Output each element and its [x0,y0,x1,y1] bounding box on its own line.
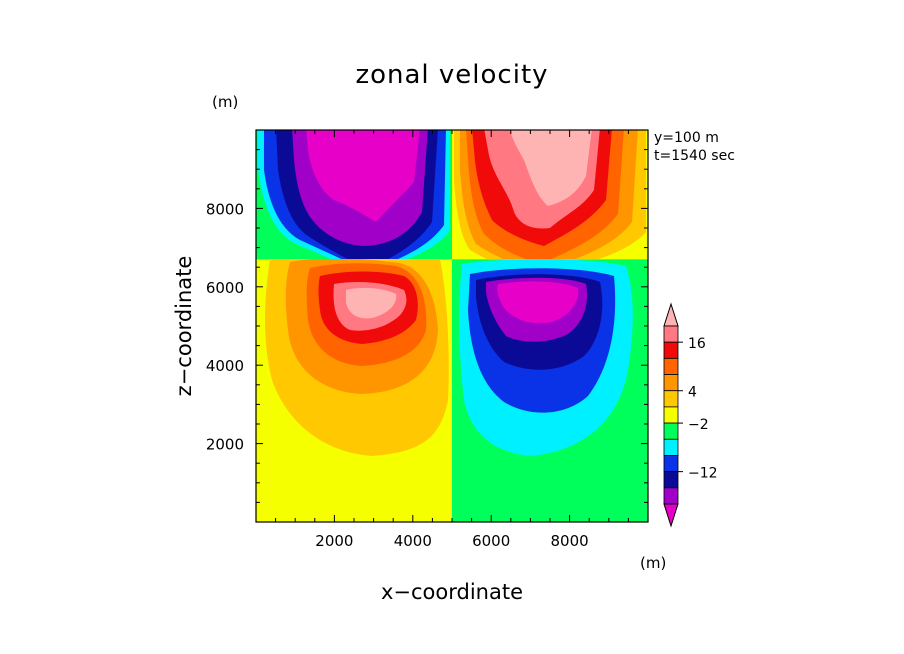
x-tick-label: 8000 [551,532,589,550]
band-lower-left-6 [346,287,397,319]
colorbar-label: 16 [688,336,706,352]
colorbar-segment [663,406,679,424]
y-tick-label: 8000 [206,200,244,218]
colorbar-segment [663,357,679,375]
colorbar-label: −12 [688,466,718,482]
colorbar-segment [663,325,679,343]
colorbar-segment [663,438,679,456]
colorbar-segment [663,341,679,359]
cell-lower-left [265,259,449,456]
y-axis-unit: (m) [212,93,239,111]
colorbar-bottom-arrow [663,503,679,528]
cell-lower-right [459,259,633,456]
colorbar-label: −2 [688,417,709,433]
y-tick-label: 6000 [206,279,244,297]
band-lower-right-5 [497,281,579,324]
band-upper-left-5 [306,130,420,222]
chart-title: zonal velocity [355,60,549,90]
annotation-time: t=1540 sec [654,148,735,164]
cell-upper-right [454,130,646,259]
colorbar-label: 4 [688,385,697,401]
cell-upper-left [258,130,450,259]
x-tick-label: 4000 [394,532,432,550]
colorbar-segment [663,374,679,392]
colorbar-top-arrow [663,302,679,327]
contour-field [256,130,648,522]
x-tick-label: 6000 [472,532,510,550]
colorbar-segment [663,422,679,440]
colorbar-unit: (m) [640,554,667,572]
colorbar-segment [663,487,679,505]
y-tick-label: 4000 [206,357,244,375]
x-tick-label: 2000 [315,532,353,550]
y-tick-label: 2000 [206,436,244,454]
colorbar-segment [663,455,679,473]
colorbar-segment [663,471,679,489]
band-upper-right-6 [510,130,592,206]
annotation-y-position: y=100 m [654,130,719,146]
colorbar-segment [663,390,679,408]
x-axis-label: x−coordinate [380,580,524,604]
